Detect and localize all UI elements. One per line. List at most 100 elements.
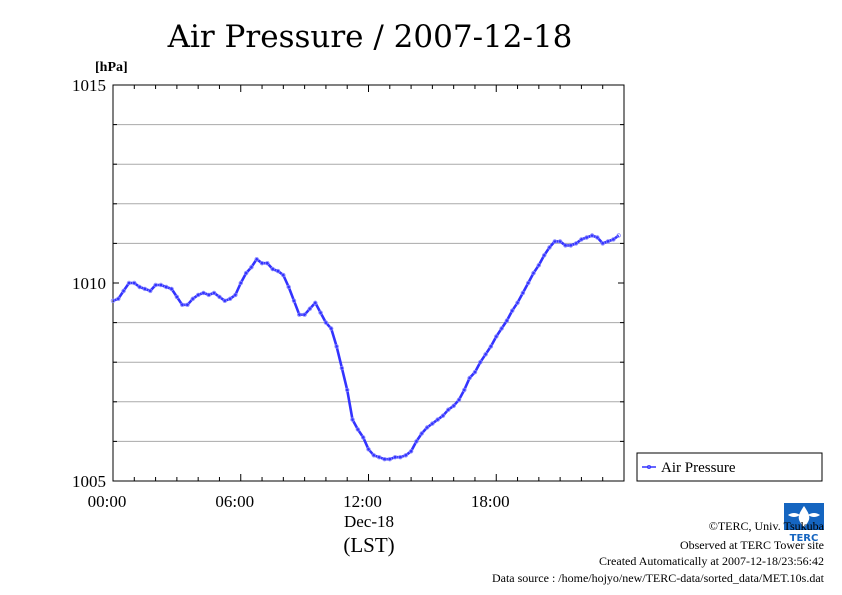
data-point (190, 296, 195, 301)
copyright-text: ©TERC, Univ. Tsukuba (708, 519, 824, 533)
data-point (403, 453, 408, 458)
data-point (148, 288, 153, 294)
data-point (531, 270, 536, 276)
data-source-text: Data source : /home/hojyo/new/TERC-data/… (491, 571, 824, 585)
data-point (270, 266, 275, 272)
data-point (233, 292, 238, 298)
data-point (339, 365, 345, 371)
data-point (430, 421, 435, 426)
data-point (467, 375, 472, 381)
data-point (600, 241, 605, 246)
data-point (163, 284, 169, 290)
data-point (211, 290, 217, 296)
data-point (243, 270, 249, 276)
data-point (589, 233, 595, 238)
data-point (217, 294, 222, 300)
x-axis: 00:00 06:00 12:00 18:00 (88, 85, 604, 511)
data-point (483, 352, 488, 357)
data-point (318, 310, 323, 315)
data-point (515, 300, 520, 305)
y-axis: 1005 1010 1015 (72, 76, 624, 491)
data-point (478, 360, 483, 365)
data-point (419, 431, 424, 436)
data-point (504, 318, 510, 323)
x-tick-label: 12:00 (343, 492, 382, 511)
chart-title: Air Pressure / 2007-12-18 (167, 19, 573, 55)
data-point (552, 239, 557, 244)
x-axis-date-label: Dec-18 (344, 512, 394, 531)
data-point (142, 286, 148, 292)
created-text: Created Automatically at 2007-12-18/23:5… (599, 554, 824, 568)
data-point (116, 296, 121, 301)
data-point (542, 253, 547, 258)
data-point (265, 261, 270, 266)
data-point (281, 272, 286, 278)
plot-frame (112, 84, 625, 482)
y-axis-unit-label: [hPa] (95, 60, 128, 75)
data-point (238, 280, 243, 286)
data-point (376, 455, 382, 460)
data-point (307, 306, 313, 311)
x-tick-label: 06:00 (215, 492, 254, 511)
data-point (126, 280, 132, 286)
data-point (169, 286, 174, 292)
data-point (494, 334, 499, 339)
legend-label: Air Pressure (661, 460, 736, 476)
x-axis-timezone-label: (LST) (343, 533, 394, 557)
data-point (249, 265, 254, 270)
data-point (259, 261, 265, 266)
data-point (573, 241, 579, 246)
data-point (392, 455, 398, 460)
grid-lines (113, 124, 624, 442)
data-point (579, 237, 584, 242)
data-point (557, 239, 563, 244)
data-point (345, 387, 350, 393)
data-point (440, 413, 446, 418)
data-point (153, 282, 158, 288)
legend: Air Pressure (636, 452, 823, 482)
data-point (536, 263, 541, 268)
data-point (526, 280, 531, 286)
data-point (158, 282, 164, 288)
data-point (291, 298, 297, 303)
x-tick-label: 00:00 (88, 492, 127, 511)
y-tick-label: 1005 (72, 472, 106, 491)
data-point (137, 284, 142, 290)
data-point (350, 417, 355, 422)
y-tick-label: 1015 (72, 76, 106, 95)
data-point (499, 326, 504, 331)
data-point (446, 407, 451, 412)
data-point (424, 425, 430, 430)
data-point (227, 296, 233, 301)
data-point (185, 302, 190, 307)
data-point (302, 312, 307, 317)
data-point (414, 439, 419, 444)
data-point (547, 245, 552, 250)
data-point (222, 298, 227, 303)
x-tick-label: 18:00 (471, 492, 510, 511)
data-point (387, 457, 392, 462)
legend-marker (647, 464, 652, 469)
data-point (329, 326, 334, 331)
data-point (435, 417, 440, 422)
observed-text: Observed at TERC Tower site (679, 538, 824, 552)
data-point (201, 290, 206, 296)
legend-box (636, 452, 823, 482)
data-point (595, 235, 600, 240)
data-point (398, 455, 403, 460)
data-point (456, 397, 462, 402)
data-point (382, 457, 387, 462)
data-point (179, 302, 185, 307)
data-point (195, 292, 201, 298)
data-point (323, 320, 329, 325)
series-layer (110, 233, 621, 462)
data-point (568, 243, 573, 248)
data-point (563, 243, 568, 248)
data-point (616, 233, 621, 238)
data-point (488, 344, 494, 349)
data-point (334, 344, 339, 349)
data-point (206, 292, 211, 298)
data-point (286, 284, 291, 290)
y-tick-label: 1010 (72, 274, 106, 293)
